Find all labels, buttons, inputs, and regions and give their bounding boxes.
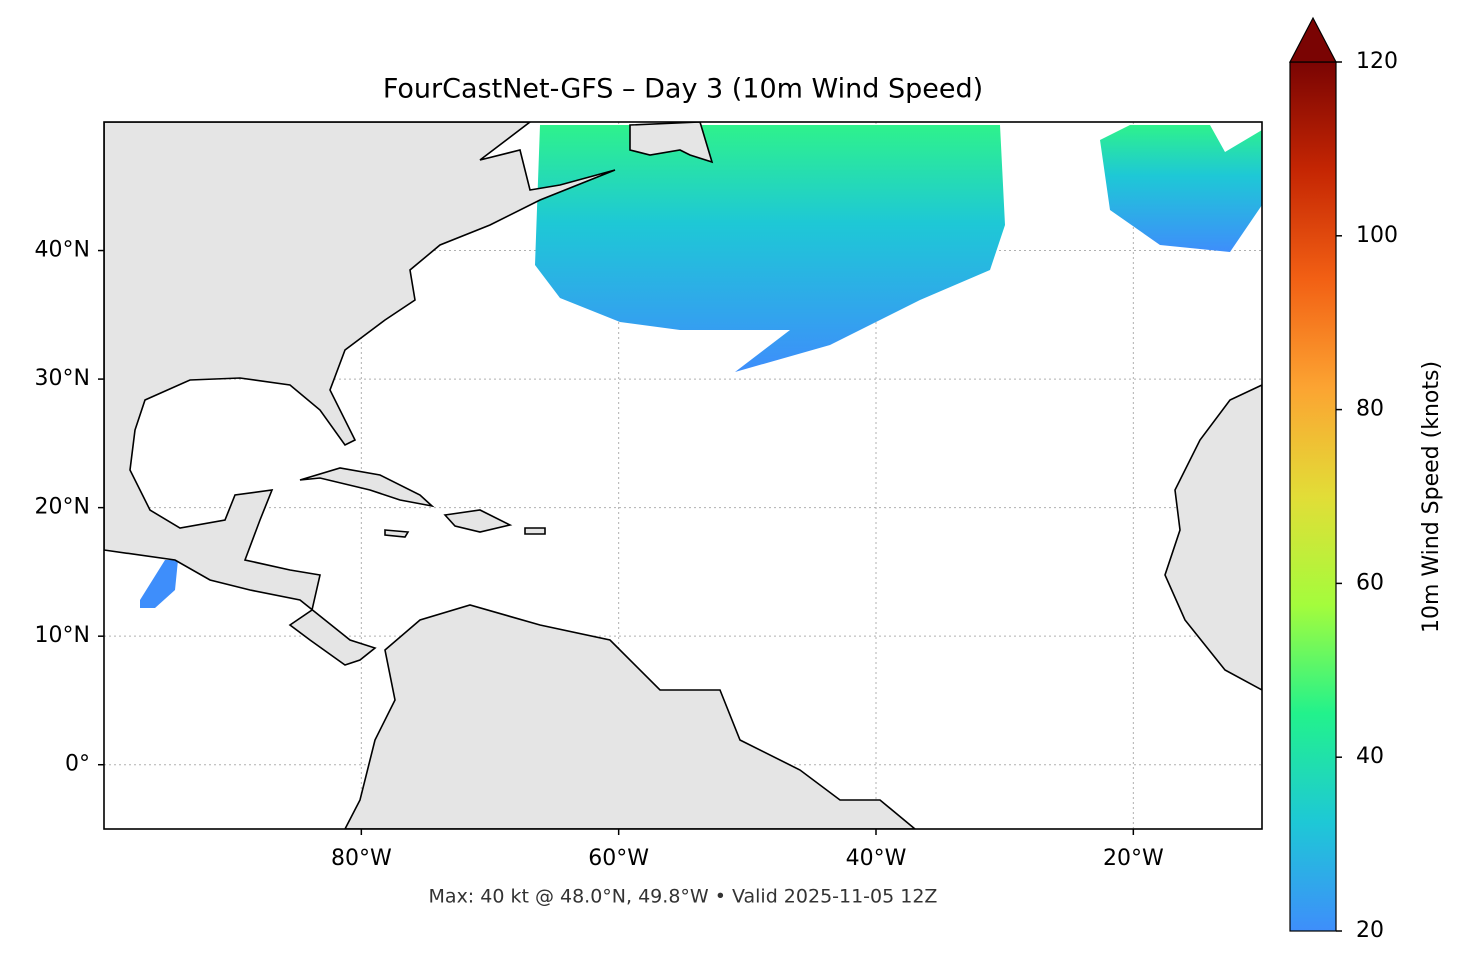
y-tick-label: 10°N [35,623,90,648]
y-tick-label: 30°N [35,366,90,391]
colorbar-tick-label: 40 [1356,744,1384,769]
land [384,529,410,538]
land [104,122,616,666]
map-area [104,122,1262,829]
land [524,527,546,535]
y-tick-label: 20°N [35,495,90,520]
colorbar-tick-label: 80 [1356,397,1384,422]
y-tick-label: 0° [65,752,90,777]
y-tick-label: 40°N [35,238,90,263]
land [629,122,714,164]
land [344,604,917,829]
x-tick-label: 20°W [1103,846,1164,871]
wind-field [535,125,1005,372]
grid [104,122,1262,829]
colorbar-tick-label: 60 [1356,570,1384,595]
colorbar-tick-label: 20 [1356,918,1384,943]
axes-frame [103,121,1263,830]
land [1164,384,1262,691]
footer-note: Max: 40 kt @ 48.0°N, 49.8°W • Valid 2025… [429,886,938,908]
colorbar [1289,61,1337,932]
x-tick-label: 80°W [331,846,392,871]
wind-field [140,560,178,608]
colorbar-extend [1289,16,1337,63]
wind-field [1100,125,1262,252]
colorbar-label: 10m Wind Speed (knots) [1419,361,1444,633]
land [443,509,513,533]
land [299,467,435,508]
x-tick-label: 40°W [846,846,907,871]
colorbar-tick-label: 120 [1356,49,1398,74]
chart-title: FourCastNet-GFS – Day 3 (10m Wind Speed) [383,74,983,105]
colorbar-tick-label: 100 [1356,223,1398,248]
x-tick-label: 60°W [588,846,649,871]
